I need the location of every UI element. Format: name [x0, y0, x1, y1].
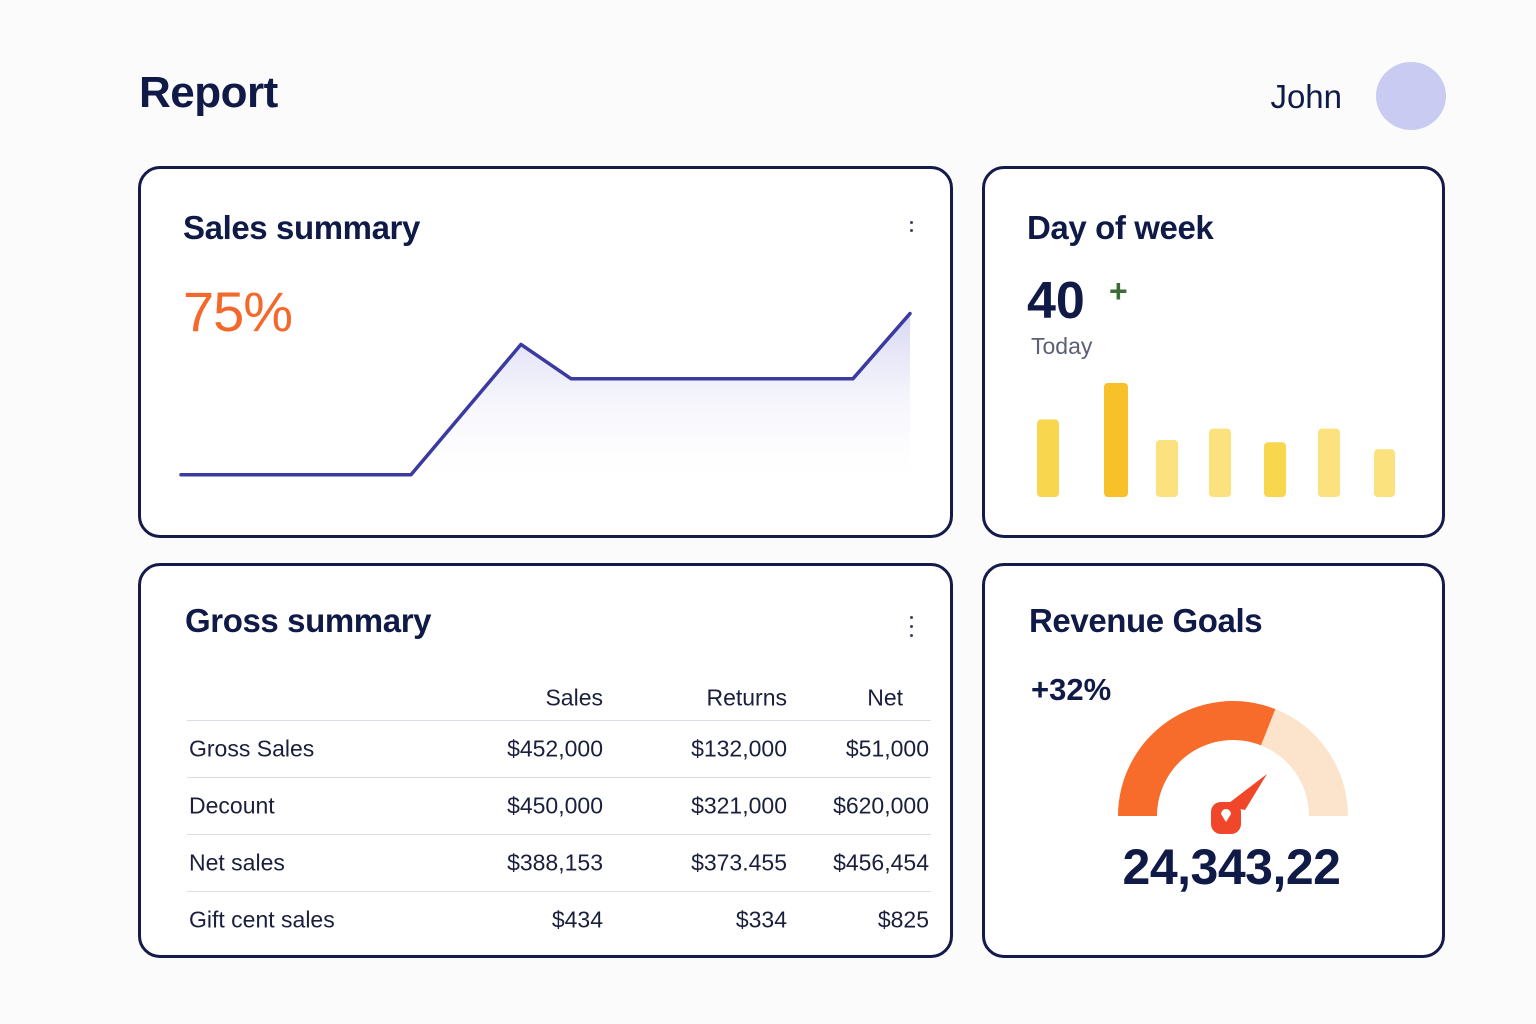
sales-cell: $450,000: [507, 792, 603, 819]
page-title: Report: [139, 68, 278, 117]
plus-icon: +: [1109, 273, 1128, 309]
sales-area-fill: [181, 313, 910, 489]
gross-summary-title: Gross summary: [185, 602, 432, 639]
table-row: Net sales $388,153 $373.455 $456,454: [187, 835, 931, 892]
returns-cell: $334: [735, 906, 787, 933]
revenue-gauge: [1118, 701, 1348, 834]
sales-summary-value: 75%: [183, 280, 293, 343]
sales-series-line: [179, 311, 912, 477]
sales-line-chart: [179, 311, 912, 489]
kebab-menu-icon[interactable]: [903, 221, 919, 232]
day-bar[interactable]: [1264, 442, 1286, 497]
day-bar[interactable]: [1037, 419, 1059, 497]
row-label: Decount: [189, 792, 275, 819]
column-header-net: Net: [867, 684, 903, 711]
day-bar[interactable]: [1104, 383, 1128, 497]
revenue-goals-delta: +32%: [1031, 672, 1112, 707]
user-name[interactable]: John: [1270, 78, 1342, 115]
returns-cell: $321,000: [691, 792, 787, 819]
revenue-goals-card: Revenue Goals +32% 24,343,22: [982, 563, 1445, 958]
net-cell: $51,000: [845, 735, 929, 762]
sales-cell: $388,153: [507, 849, 603, 876]
sales-cell: $434: [551, 906, 603, 933]
sales-summary-title: Sales summary: [183, 209, 420, 246]
day-bar[interactable]: [1209, 428, 1231, 497]
sales-cell: $452,000: [507, 735, 603, 762]
day-of-week-card: Day of week 40 + Today: [982, 166, 1445, 538]
kebab-menu-icon[interactable]: [903, 616, 919, 637]
returns-cell: $373.455: [691, 849, 787, 876]
revenue-goals-value: 24,343,22: [1122, 839, 1341, 895]
day-bar[interactable]: [1156, 440, 1178, 497]
net-cell: $620,000: [833, 792, 929, 819]
day-bar[interactable]: [1374, 449, 1395, 497]
row-label: Gift cent sales: [189, 906, 335, 933]
day-of-week-caption: Today: [1031, 333, 1093, 359]
revenue-goals-title: Revenue Goals: [1029, 602, 1263, 639]
day-of-week-title: Day of week: [1027, 209, 1214, 246]
table-row: Gross Sales $452,000 $132,000 $51,000: [187, 721, 931, 778]
returns-cell: $132,000: [691, 735, 787, 762]
day-bar[interactable]: [1318, 428, 1340, 497]
gauge-remaining-arc: [1260, 709, 1348, 816]
table-header-row: Sales Returns Net: [187, 676, 931, 721]
row-label: Net sales: [189, 849, 285, 876]
row-label: Gross Sales: [189, 735, 315, 762]
gross-summary-table: Sales Returns Net Gross Sales $452,000 $…: [187, 676, 931, 948]
column-header-sales: Sales: [545, 684, 603, 711]
sales-summary-card: Sales summary 75%: [138, 166, 953, 538]
avatar[interactable]: [1376, 62, 1446, 130]
column-header-returns: Returns: [706, 684, 787, 711]
gauge-needle-icon: [1211, 774, 1267, 834]
gross-summary-card: Gross summary Sales Returns Net Gross Sa…: [138, 563, 953, 958]
gauge-filled-arc: [1118, 701, 1276, 816]
net-cell: $456,454: [833, 849, 929, 876]
day-of-week-bar-chart: [1037, 383, 1395, 497]
net-cell: $825: [877, 906, 929, 933]
day-of-week-value: 40: [1027, 272, 1085, 330]
table-row: Decount $450,000 $321,000 $620,000: [187, 778, 931, 835]
table-row: Gift cent sales $434 $334 $825: [187, 892, 931, 948]
